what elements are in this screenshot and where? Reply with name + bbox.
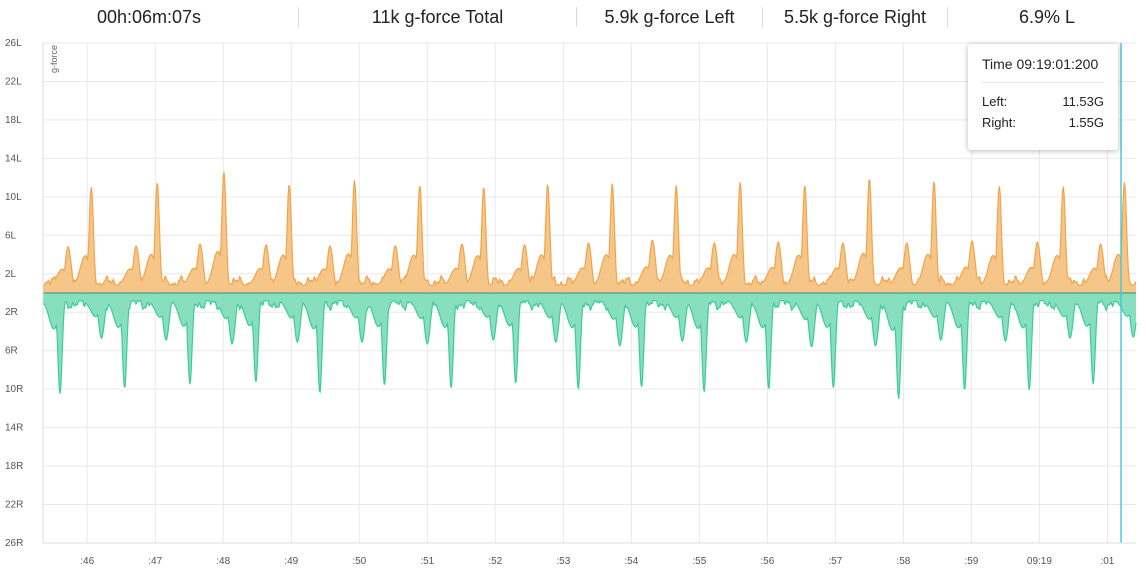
y-tick-label: 14L [5, 153, 22, 164]
stat-right: 5.5k g-force Right [783, 6, 927, 27]
x-tick-label: :52 [488, 556, 502, 567]
x-tick-label: :47 [148, 556, 162, 567]
tooltip-left-label: Left: [982, 94, 1008, 109]
series-area-left [43, 172, 1136, 293]
tooltip-left-value: 11.53G [1062, 94, 1104, 109]
stats-bar: 00h:06m:07s 11k g-force Total 5.9k g-for… [0, 0, 1146, 34]
tooltip-row-left: Left: 11.53G [982, 91, 1104, 112]
series-area-right [43, 293, 1136, 399]
stat-duration: 00h:06m:07s [96, 6, 202, 27]
x-tick-label: :50 [352, 556, 366, 567]
y-tick-label: 22R [5, 500, 23, 511]
stat-total: 11k g-force Total [371, 6, 504, 27]
hover-tooltip: Time 09:19:01:200 Left: 11.53G Right: 1.… [968, 44, 1118, 150]
series-areas [42, 43, 1137, 543]
x-tick-label: :51 [420, 556, 434, 567]
tooltip-right-value: 1.55G [1068, 115, 1104, 130]
series-line-right [42, 299, 1137, 399]
x-tick-label: :48 [216, 556, 230, 567]
axes: 26L 22L 18L 14L 10L 6L 2L 2R 6R 10R 14R 18R 22R 26R :4… [5, 38, 1136, 567]
x-tick-label: :56 [760, 556, 774, 567]
stat-divider [576, 7, 577, 27]
x-tick-label: :49 [284, 556, 298, 567]
y-tick-label: 18R [5, 461, 23, 472]
y-tick-label: 10R [5, 384, 23, 395]
tooltip-right-label: Right: [982, 115, 1016, 130]
stat-left: 5.9k g-force Left [604, 6, 735, 27]
y-tick-label: 6L [5, 230, 17, 241]
chart-area[interactable]: 26L 22L 18L 14L 10L 6L 2L 2R 6R 10R 14R 18R 22R 26R :4… [0, 34, 1146, 579]
x-tick-label: :01 [1100, 556, 1114, 567]
x-tick-label: :58 [896, 556, 910, 567]
g-force-chart[interactable]: 26L 22L 18L 14L 10L 6L 2L 2R 6R 10R 14R 18R 22R 26R :4… [0, 34, 1146, 579]
y-tick-label: 10L [5, 192, 22, 203]
y-tick-label: 26L [5, 38, 22, 49]
tooltip-row-right: Right: 1.55G [982, 112, 1104, 133]
series-line-left [43, 172, 1137, 287]
x-tick-label: :59 [964, 556, 978, 567]
x-tick-label: :57 [828, 556, 842, 567]
x-tick-label: :46 [80, 556, 94, 567]
y-tick-label: 2R [5, 307, 18, 318]
x-tick-label: :54 [624, 556, 638, 567]
y-tick-label: 2L [5, 269, 17, 280]
y-tick-label: 26R [5, 538, 23, 549]
tooltip-time: Time 09:19:01:200 [982, 56, 1099, 72]
stat-divider [947, 7, 948, 27]
y-tick-label: 22L [5, 76, 22, 87]
stat-divider [762, 7, 763, 27]
x-tick-label: :53 [556, 556, 570, 567]
y-tick-label: 14R [5, 423, 23, 434]
stat-ratio: 6.9% L [1018, 6, 1076, 27]
x-tick-label: 09:19 [1027, 556, 1052, 567]
stat-divider [298, 7, 299, 27]
y-tick-label: 6R [5, 346, 18, 357]
x-tick-label: :55 [692, 556, 706, 567]
y-tick-label: 18L [5, 115, 22, 126]
tooltip-divider [982, 82, 1104, 83]
y-axis-title: g-force [49, 45, 59, 73]
